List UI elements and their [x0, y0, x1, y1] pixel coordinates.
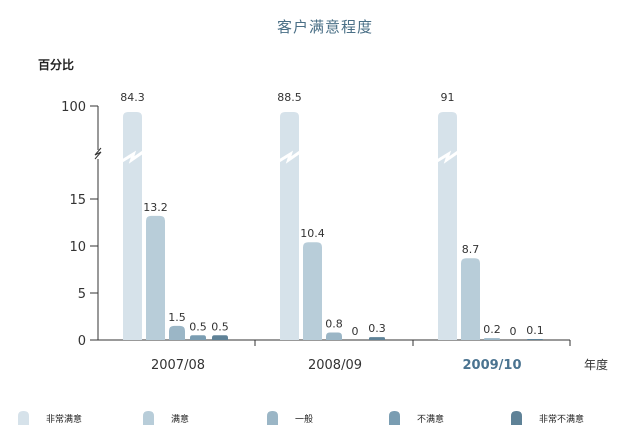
y-tick-label: 5: [78, 287, 86, 302]
legend-label: 满意: [171, 413, 189, 425]
bar: [461, 258, 480, 340]
y-axis-break: [94, 147, 102, 160]
x-axis-unit: 年度: [584, 357, 608, 372]
data-label: 91: [441, 91, 455, 104]
bar-break: [121, 150, 144, 164]
data-labels: 84.313.21.50.5 0.588.510.40.80 0.3918.70.2…: [120, 91, 544, 338]
data-label: 0.8: [325, 317, 343, 330]
bar: [303, 242, 322, 340]
bar: [190, 335, 206, 340]
data-label: 0: [352, 325, 359, 338]
y-tick-label: 15: [69, 193, 86, 208]
y-tick-label: 10: [69, 240, 86, 255]
legend-swatch: [267, 411, 278, 425]
data-label: 0.2: [483, 323, 501, 336]
chart-title: 客户满意程度: [277, 18, 373, 36]
legend-label: 非常不满意: [539, 413, 584, 425]
legend-swatch: [511, 411, 522, 425]
bar-break: [436, 150, 459, 164]
data-label: 84.3: [120, 91, 145, 104]
data-label: 88.5: [277, 91, 302, 104]
bar: [369, 337, 385, 340]
legend-label: 非常满意: [46, 413, 82, 425]
y-tick-label: 0: [78, 334, 86, 349]
bar: [169, 325, 185, 340]
legend-swatch: [143, 411, 154, 425]
bar: [438, 112, 457, 340]
data-label: 10.4: [300, 227, 325, 240]
data-label: 8.7: [462, 243, 480, 256]
bar-break: [278, 150, 301, 164]
x-category-label: 2009/10: [462, 358, 521, 373]
bar: [123, 112, 142, 340]
bars: [121, 112, 543, 340]
bar: [146, 215, 165, 340]
legend-label: 一般: [295, 413, 313, 425]
data-label: 1.5: [168, 311, 186, 324]
data-label: 0.5: [211, 320, 229, 333]
legend: 非常满意 满意 一般 不满意 非常不满意: [18, 411, 584, 425]
data-label: 0.1: [526, 324, 544, 337]
x-category-label: 2008/09: [308, 358, 362, 373]
legend-swatch: [389, 411, 400, 425]
y-axis-title: 百分比: [38, 57, 74, 72]
data-label: 13.2: [143, 201, 168, 214]
bar: [280, 112, 299, 340]
data-label: 0.5: [189, 320, 207, 333]
y-tick-label: 100: [61, 100, 86, 115]
legend-swatch: [18, 411, 29, 425]
bar: [484, 338, 500, 340]
x-category-label: 2007/08: [151, 358, 205, 373]
data-label: 0.3: [368, 322, 386, 335]
bar: [326, 332, 342, 340]
data-label: 0: [510, 325, 517, 338]
bar: [527, 339, 543, 340]
bar: [212, 335, 228, 340]
legend-label: 不满意: [417, 413, 444, 425]
